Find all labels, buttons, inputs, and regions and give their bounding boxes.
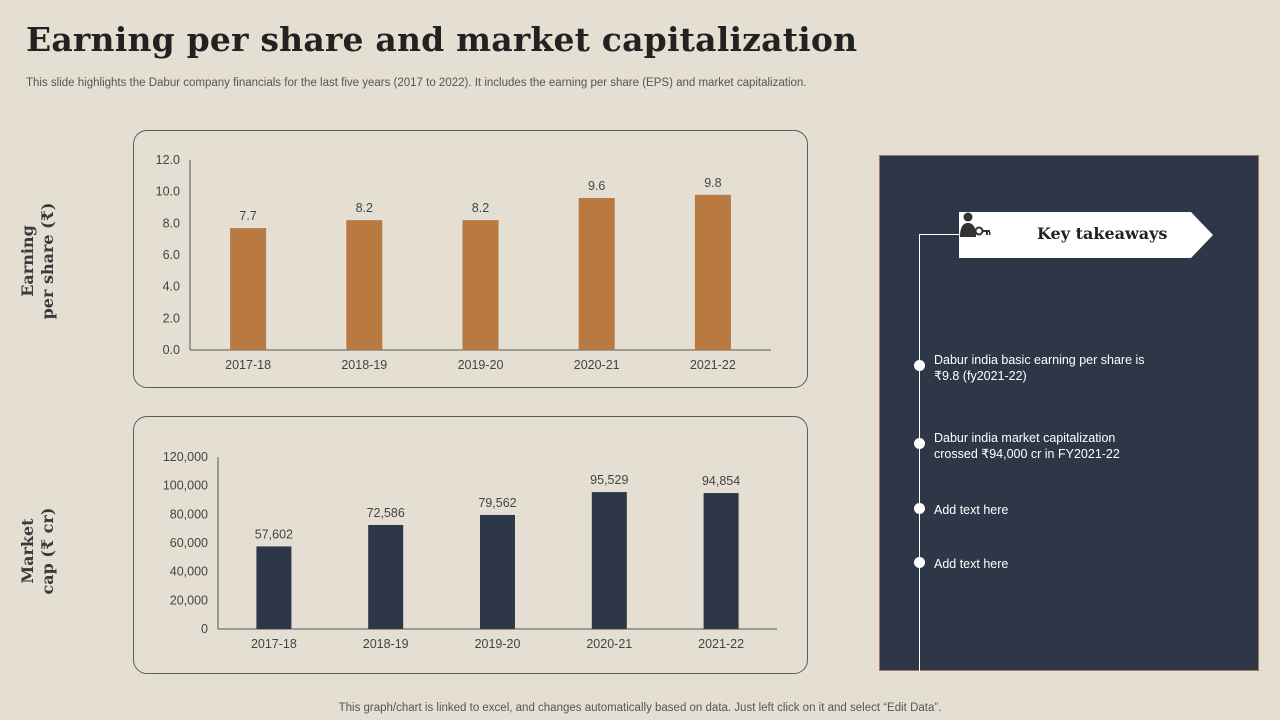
market-cap-y-tick-label: 80,000	[170, 507, 208, 521]
eps-bar	[462, 220, 499, 350]
market-cap-x-tick-label: 2018-19	[363, 637, 409, 651]
market-cap-bar	[256, 546, 292, 629]
market-cap-y-tick-label: 60,000	[170, 536, 208, 550]
eps-data-label: 9.8	[704, 176, 721, 190]
eps-x-tick-label: 2021-22	[690, 358, 736, 372]
market-cap-y-tick-label: 40,000	[170, 565, 208, 579]
market-cap-y-axis-label-line-2: cap (₹ cr)	[38, 507, 57, 595]
eps-y-tick-label: 4.0	[163, 280, 180, 294]
market-cap-x-tick-label: 2020-21	[586, 637, 632, 651]
market-cap-y-tick-label: 100,000	[163, 479, 208, 493]
market-cap-data-label: 79,562	[478, 496, 516, 510]
eps-y-tick-label: 2.0	[163, 311, 180, 325]
market-cap-data-label: 94,854	[702, 474, 740, 488]
slide-subtitle: This slide highlights the Dabur company …	[26, 77, 807, 89]
market-cap-bar-chart: 0 20,000 40,000 60,000 80,000 100,000 120,000 5…	[163, 450, 777, 651]
eps-bar	[230, 228, 267, 350]
market-cap-bar	[703, 493, 739, 629]
timeline-connector	[919, 234, 959, 235]
eps-y-tick-label: 6.0	[163, 248, 180, 262]
market-cap-y-tick-label: 20,000	[170, 593, 208, 607]
eps-y-tick-label: 12.0	[156, 153, 180, 167]
market-cap-x-tick-label: 2017-18	[251, 637, 297, 651]
eps-bar	[346, 220, 383, 350]
eps-data-label: 9.6	[588, 179, 605, 193]
slide-title: Earning per share and market capitalizat…	[26, 20, 858, 59]
key-takeaways-panel: Key takeaways Dabur india basic earning …	[879, 155, 1259, 672]
eps-data-label: 8.2	[356, 201, 373, 215]
person-key-icon	[960, 212, 991, 237]
slide-footer-note: This graph/chart is linked to excel, and…	[338, 702, 942, 714]
key-takeaways-banner: Key takeaways	[959, 212, 1213, 258]
timeline-dot	[914, 360, 925, 371]
market-cap-bar	[368, 524, 404, 629]
eps-y-axis-label: Earning per share (₹)	[18, 201, 58, 321]
timeline-line	[919, 234, 920, 672]
timeline-dot	[914, 438, 925, 449]
market-cap-bar	[480, 514, 515, 629]
eps-x-tick-label: 2019-20	[458, 358, 504, 372]
banner-arrow-shape	[959, 212, 1213, 258]
timeline-dot	[914, 557, 925, 568]
market-cap-x-tick-label: 2019-20	[475, 637, 521, 651]
eps-x-tick-label: 2020-21	[574, 358, 620, 372]
market-cap-data-label: 57,602	[255, 527, 293, 541]
eps-x-tick-label: 2017-18	[225, 358, 271, 372]
eps-y-tick-label: 8.0	[163, 216, 180, 230]
takeaway-text: Add text here	[934, 503, 1009, 517]
takeaway-text: Dabur india market capitalization crosse…	[934, 431, 1120, 461]
eps-bar-chart: 0.0 2.0 4.0 6.0 8.0 10.0 12.0 7.7 2017-18 8.2 2018…	[156, 153, 771, 372]
market-cap-y-tick-label: 0	[201, 622, 208, 636]
eps-data-label: 7.7	[239, 209, 256, 223]
eps-x-tick-label: 2018-19	[341, 358, 387, 372]
market-cap-y-axis-label: Market cap (₹ cr)	[18, 491, 58, 611]
eps-y-axis-label-line-1: Earning	[18, 225, 37, 297]
market-cap-bar	[591, 492, 627, 629]
market-cap-chart-panel[interactable]: Market cap (₹ cr) 0 20,000 40,000 60,000 80,…	[18, 416, 808, 674]
eps-y-tick-label: 10.0	[156, 185, 180, 199]
eps-chart-panel[interactable]: Earning per share (₹) 0.0 2.0 4.0 6.0 8.0 10.…	[18, 130, 808, 388]
key-takeaways-heading: Key takeaways	[1037, 224, 1168, 243]
takeaway-text: Add text here	[934, 557, 1009, 571]
takeaway-text: Dabur india basic earning per share is ₹…	[934, 353, 1145, 383]
market-cap-x-tick-label: 2021-22	[698, 637, 744, 651]
eps-y-axis-label-line-2: per share (₹)	[38, 202, 57, 320]
market-cap-y-axis-label-line-1: Market	[18, 518, 37, 584]
timeline-dot	[914, 503, 925, 514]
eps-y-tick-label: 0.0	[163, 343, 180, 357]
eps-data-label: 8.2	[472, 201, 489, 215]
market-cap-data-label: 95,529	[590, 473, 628, 487]
market-cap-data-label: 72,586	[367, 506, 405, 520]
market-cap-y-tick-label: 120,000	[163, 450, 208, 464]
eps-bar	[694, 194, 731, 350]
eps-bar	[578, 198, 615, 350]
